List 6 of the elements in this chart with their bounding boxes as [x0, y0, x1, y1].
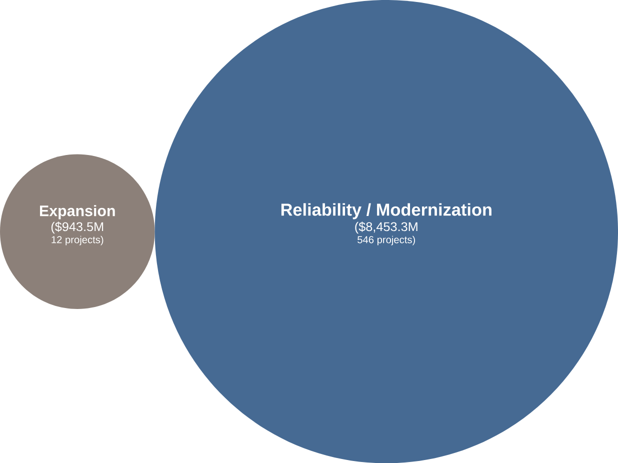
category-label: Expansion	[40, 204, 115, 220]
category-label: Reliability / Modernization	[281, 203, 492, 220]
data-label: ($943.5M	[51, 222, 104, 234]
text: 12 projects)	[52, 236, 104, 246]
text: 546 projects)	[358, 236, 415, 246]
data-label: ($8,453.3M	[355, 222, 418, 234]
